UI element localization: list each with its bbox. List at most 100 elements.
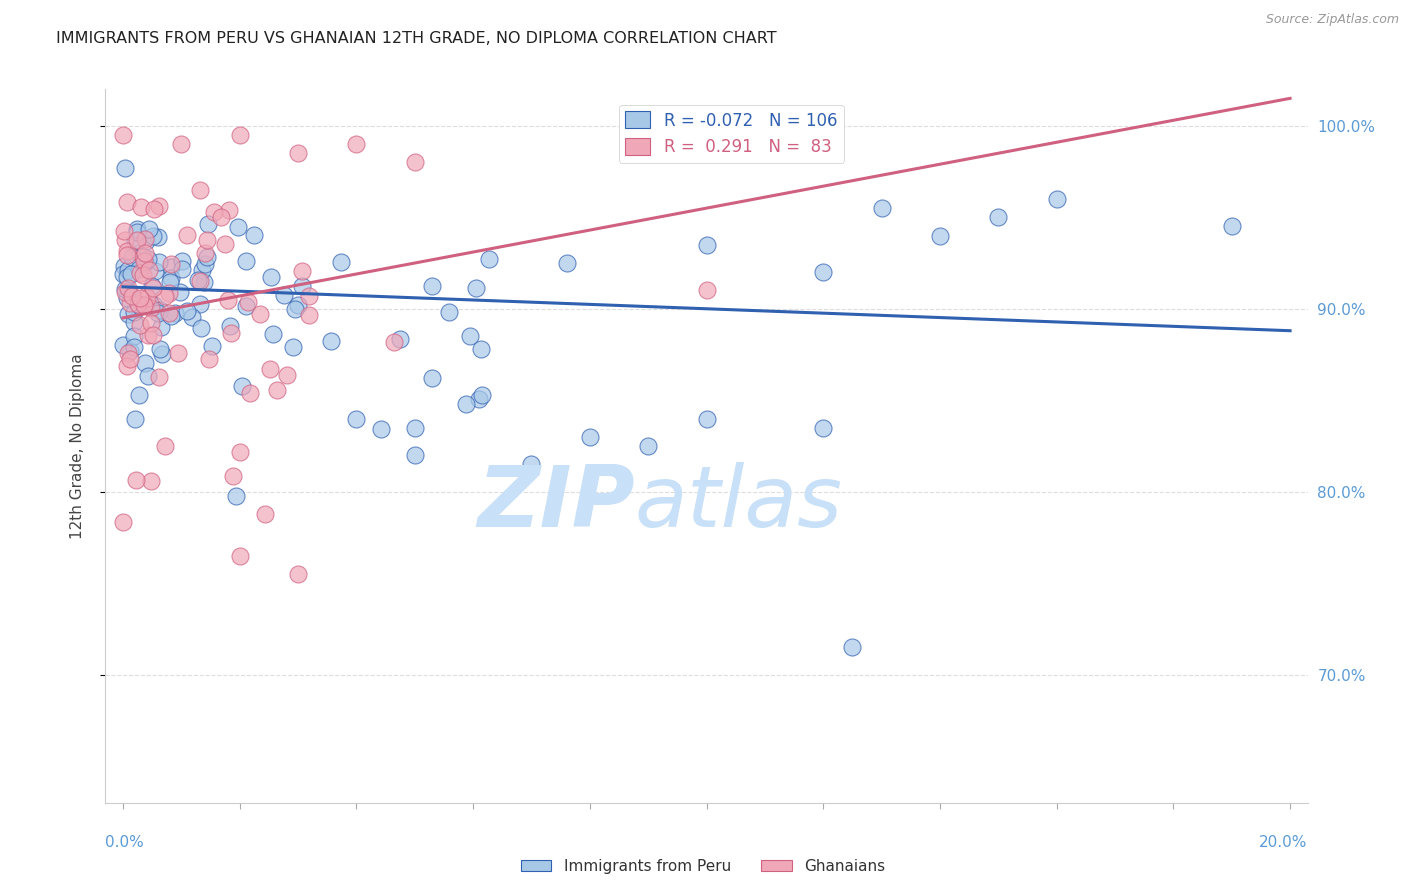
Point (190, 320, 212, 334)
Point (149, 343, 172, 357)
Point (291, 279, 314, 293)
Point (456, 396, 478, 410)
Point (194, 246, 217, 260)
Point (420, 278, 443, 293)
Point (159, 309, 181, 323)
Point (169, 285, 191, 300)
Point (134, 356, 156, 370)
Point (114, 233, 136, 247)
Point (136, 291, 159, 305)
Point (841, 640, 863, 655)
Point (166, 345, 188, 359)
Point (138, 263, 160, 277)
Point (170, 254, 193, 268)
Point (122, 305, 145, 319)
Point (229, 445, 252, 459)
Point (262, 327, 284, 342)
Point (813, 420, 835, 434)
Point (870, 201, 893, 215)
Point (115, 244, 138, 258)
Point (142, 328, 165, 343)
Point (138, 222, 160, 236)
Point (142, 280, 165, 294)
Point (120, 344, 142, 359)
Point (198, 351, 221, 366)
Point (170, 137, 193, 152)
Point (276, 368, 298, 382)
Point (235, 254, 257, 268)
Point (202, 204, 225, 219)
Point (404, 155, 426, 169)
Point (222, 469, 245, 483)
Point (578, 430, 600, 444)
Point (1046, 192, 1069, 206)
Point (344, 137, 367, 152)
Point (115, 291, 138, 305)
Point (176, 304, 198, 318)
Point (298, 288, 321, 302)
Point (197, 218, 219, 232)
Point (287, 567, 309, 582)
Point (118, 351, 141, 366)
Point (211, 210, 233, 224)
Text: atlas: atlas (634, 461, 842, 545)
Point (135, 234, 157, 248)
Point (136, 252, 159, 266)
Point (478, 252, 501, 266)
Point (134, 245, 156, 260)
Point (188, 274, 211, 288)
Point (259, 270, 281, 285)
Point (437, 305, 460, 319)
Point (225, 489, 247, 503)
Point (321, 334, 343, 349)
Point (149, 320, 172, 334)
Point (128, 246, 150, 260)
Point (117, 248, 139, 262)
Point (259, 362, 281, 376)
Point (236, 295, 259, 310)
Point (191, 263, 214, 277)
Y-axis label: 12th Grade, No Diploma: 12th Grade, No Diploma (70, 353, 84, 539)
Point (249, 307, 271, 321)
Point (157, 286, 180, 301)
Point (135, 289, 157, 303)
Point (124, 412, 146, 426)
Point (112, 267, 135, 281)
Point (142, 228, 165, 243)
Point (132, 254, 155, 268)
Point (153, 289, 176, 303)
Point (287, 298, 309, 312)
Point (136, 328, 159, 343)
Point (114, 285, 136, 299)
Point (555, 256, 578, 270)
Point (141, 279, 163, 293)
Point (195, 234, 218, 248)
Point (132, 297, 155, 311)
Point (287, 146, 309, 161)
Point (468, 392, 491, 407)
Point (122, 328, 145, 343)
Point (127, 225, 149, 239)
Point (218, 203, 240, 218)
Point (157, 306, 180, 320)
Legend: Immigrants from Peru, Ghanaians: Immigrants from Peru, Ghanaians (515, 853, 891, 880)
Point (117, 346, 139, 360)
Point (180, 310, 202, 324)
Point (330, 255, 353, 269)
Point (389, 332, 412, 346)
Point (987, 211, 1010, 225)
Point (129, 200, 152, 214)
Point (128, 388, 150, 402)
Point (114, 282, 136, 296)
Point (188, 182, 211, 196)
Point (122, 315, 145, 329)
Text: Source: ZipAtlas.com: Source: ZipAtlas.com (1265, 13, 1399, 27)
Point (132, 268, 155, 283)
Point (134, 255, 156, 269)
Point (128, 291, 150, 305)
Point (226, 219, 249, 234)
Point (136, 369, 159, 384)
Point (125, 221, 148, 235)
Point (121, 288, 143, 302)
Point (273, 288, 295, 302)
